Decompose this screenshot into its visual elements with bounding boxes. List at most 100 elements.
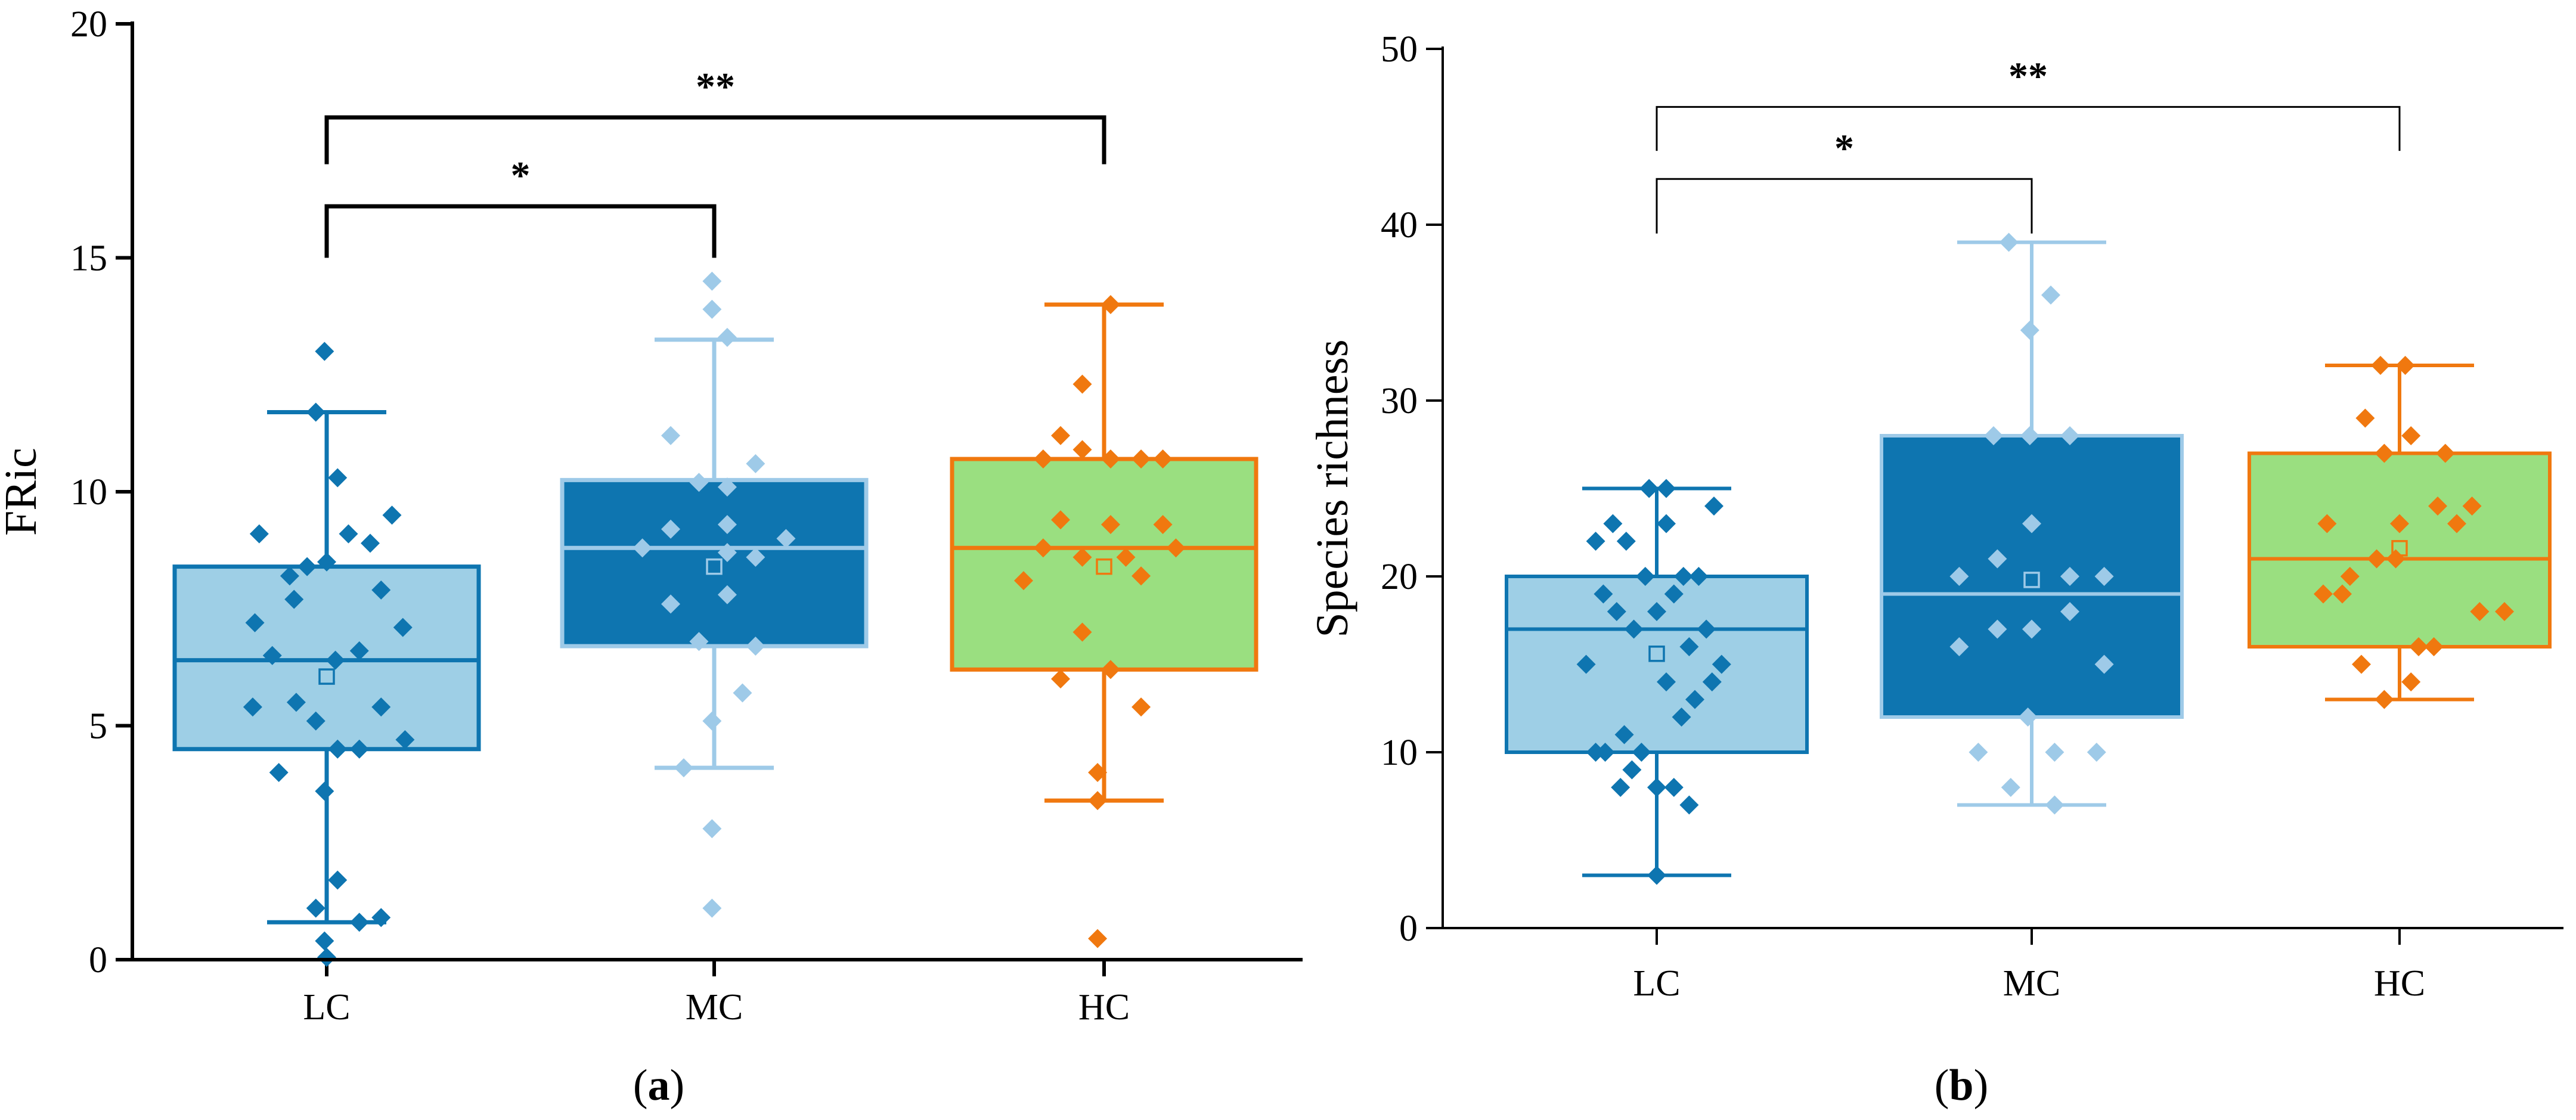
y-tick-label-30: 30 — [1381, 381, 1418, 421]
data-point-mc-4 — [1988, 549, 2007, 569]
data-point-lc-29 — [1697, 619, 1716, 639]
data-point-mc-15 — [717, 514, 737, 534]
data-point-lc-31 — [1704, 497, 1723, 516]
data-point-hc-17 — [2435, 443, 2455, 463]
sig-bracket-lc-hc-label: ** — [696, 65, 735, 108]
data-point-mc-0 — [1949, 567, 1969, 586]
data-point-mc-16 — [2060, 426, 2079, 445]
data-point-hc-10 — [2390, 514, 2409, 533]
data-point-hc-9 — [1072, 622, 1092, 642]
y-tick-label-50: 50 — [1381, 29, 1418, 70]
y-ticks: 0 5 10 15 20 — [70, 4, 1106, 981]
data-point-mc-7 — [702, 271, 722, 291]
data-point-mc-11 — [702, 898, 722, 918]
data-point-lc-25 — [371, 580, 391, 600]
y-tick-label-20: 20 — [70, 4, 107, 45]
box-mc — [1880, 434, 2184, 719]
data-point-lc-16 — [326, 650, 345, 670]
data-point-mc-18 — [2060, 602, 2079, 621]
data-point-hc-18 — [1132, 449, 1151, 469]
data-point-lc-7 — [1611, 778, 1630, 797]
data-point-lc-18 — [1657, 514, 1676, 533]
data-point-lc-17 — [328, 739, 348, 759]
data-point-lc-6 — [284, 590, 304, 609]
data-point-mc-11 — [2022, 514, 2041, 533]
data-point-lc-20 — [339, 524, 358, 544]
data-point-hc-1 — [1033, 538, 1053, 558]
data-point-lc-3 — [262, 646, 282, 665]
data-point-lc-12 — [1632, 743, 1651, 762]
data-point-hc-13 — [1101, 295, 1120, 314]
significance-brackets: *** — [1656, 54, 2401, 234]
x-tick-label-mc: MC — [686, 987, 743, 1028]
mean-marker-hc — [1096, 558, 1112, 575]
data-point-lc-4 — [1595, 743, 1615, 762]
data-point-hc-19 — [2462, 497, 2482, 516]
data-point-hc-5 — [1051, 669, 1070, 688]
data-point-mc-15 — [2045, 795, 2064, 815]
x-tick-label-lc: LC — [303, 987, 350, 1028]
panel-letter-b: b — [1949, 1061, 1973, 1110]
x-tick-label-hc: HC — [1078, 987, 1130, 1028]
y-tick-label-0: 0 — [1399, 908, 1418, 949]
y-tick-label-15: 15 — [70, 238, 107, 279]
data-point-lc-28 — [1689, 567, 1709, 586]
y-tick-label-40: 40 — [1381, 205, 1418, 246]
data-point-hc-11 — [1088, 791, 1108, 811]
data-point-lc-27 — [371, 908, 391, 927]
data-point-mc-14 — [2045, 743, 2064, 762]
sig-bracket-lc-hc-label: ** — [2008, 54, 2048, 98]
data-point-lc-11 — [306, 402, 326, 422]
data-point-lc-22 — [1664, 584, 1684, 604]
data-point-lc-0 — [1576, 654, 1596, 674]
data-point-lc-5 — [1603, 514, 1623, 533]
data-point-hc-6 — [2367, 549, 2386, 569]
sig-bracket-lc-hc — [324, 115, 1106, 165]
data-point-hc-19 — [1132, 566, 1151, 586]
sig-bracket-lc-hc — [1656, 106, 2401, 151]
data-point-mc-3 — [661, 594, 680, 614]
data-point-lc-19 — [1657, 479, 1676, 498]
data-point-lc-32 — [1712, 654, 1731, 674]
mean-marker-lc — [318, 668, 335, 685]
x-tick-labels: LC MC HC — [303, 987, 1130, 1028]
data-point-lc-16 — [1647, 778, 1666, 797]
data-point-lc-11 — [1624, 619, 1644, 639]
mean-marker-hc — [2391, 540, 2408, 557]
data-point-lc-0 — [249, 524, 269, 544]
data-point-hc-23 — [1166, 538, 1186, 558]
data-point-mc-5 — [689, 473, 709, 492]
data-point-lc-5 — [280, 566, 299, 586]
data-point-mc-2 — [1969, 743, 1988, 762]
data-point-lc-29 — [393, 618, 413, 637]
data-point-mc-6 — [1999, 232, 2019, 252]
data-point-mc-9 — [702, 711, 722, 731]
data-point-lc-8 — [1614, 725, 1634, 744]
data-point-lc-23 — [1672, 708, 1691, 727]
data-point-lc-15 — [317, 552, 336, 572]
data-point-mc-14 — [717, 477, 737, 497]
data-point-mc-6 — [689, 632, 709, 651]
data-point-mc-0 — [633, 538, 652, 558]
data-point-mc-12 — [717, 543, 737, 563]
data-point-hc-14 — [2409, 637, 2428, 656]
data-point-lc-15 — [1647, 865, 1666, 885]
y-tick-label-5: 5 — [89, 706, 107, 747]
data-point-mc-5 — [1988, 619, 2007, 639]
data-point-mc-8 — [702, 299, 722, 319]
data-points — [243, 271, 1186, 967]
data-point-hc-0 — [1013, 571, 1033, 591]
data-point-hc-20 — [2470, 602, 2490, 621]
data-point-hc-15 — [2424, 637, 2444, 656]
data-point-mc-13 — [717, 327, 737, 347]
box-lc — [172, 564, 481, 752]
data-point-mc-1 — [661, 426, 680, 445]
data-point-hc-4 — [1051, 510, 1070, 530]
data-point-lc-28 — [382, 505, 402, 525]
mean-marker-mc — [706, 558, 723, 575]
data-point-mc-10 — [702, 819, 722, 839]
data-point-lc-7 — [286, 693, 306, 712]
y-ticks: 0 10 20 30 40 50 — [1381, 29, 2401, 949]
